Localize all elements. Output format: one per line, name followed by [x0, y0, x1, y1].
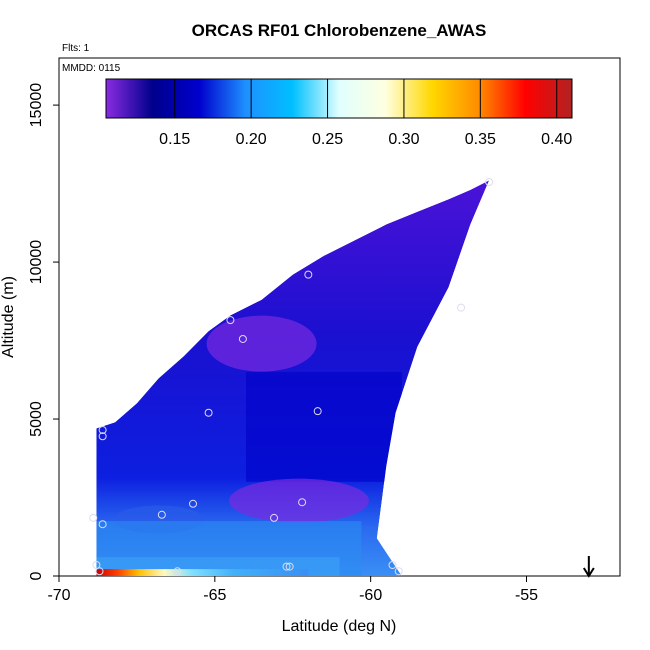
sample-point — [285, 562, 294, 571]
colorbar-ticks: 0.15 0.20 0.25 0.30 0.35 0.40 — [159, 79, 572, 148]
x-tick-label: -65 — [203, 587, 226, 604]
y-tick-label: 10000 — [28, 240, 45, 285]
y-tick-label: 5000 — [28, 401, 45, 437]
x-tick-label: -70 — [47, 587, 70, 604]
sample-points — [89, 178, 494, 576]
sample-point — [204, 408, 213, 417]
colorbar-tick-label: 0.40 — [541, 131, 572, 148]
sample-point — [457, 303, 466, 312]
sample-point — [89, 513, 98, 522]
sample-point — [394, 567, 403, 576]
x-tick-label: -60 — [359, 587, 382, 604]
y-tick-label: 0 — [28, 571, 45, 580]
field-band — [246, 371, 402, 482]
sample-point — [238, 334, 247, 343]
y-tick-label: 15000 — [28, 83, 45, 128]
colorbar-gradient — [105, 78, 573, 119]
arrow-head — [582, 567, 595, 578]
y-axis: 0 5000 10000 15000 — [28, 83, 59, 580]
sample-point — [92, 561, 101, 570]
x-axis: -70 -65 -60 -55 — [47, 576, 538, 604]
sample-point — [98, 520, 107, 529]
sample-point — [226, 316, 235, 325]
y-axis-label: Altitude (m) — [0, 276, 17, 358]
sample-point — [313, 407, 322, 416]
colorbar: 0.15 0.20 0.25 0.30 0.35 0.40 — [105, 78, 573, 148]
x-tick-label: -55 — [515, 587, 538, 604]
field-surface-hot-row — [96, 569, 309, 576]
field-feature-upper — [206, 315, 317, 372]
sample-point — [95, 567, 104, 576]
arrow-down-icon — [582, 556, 595, 578]
sample-point — [298, 498, 307, 507]
colorbar-tick-label: 0.25 — [312, 131, 343, 148]
sample-point — [304, 270, 313, 279]
sample-point — [98, 432, 107, 441]
sample-point — [173, 567, 182, 576]
concentration-field — [96, 180, 490, 576]
colorbar-tick-label: 0.35 — [465, 131, 496, 148]
field-layers — [96, 180, 490, 576]
sample-point — [189, 499, 198, 508]
sample-point — [270, 513, 279, 522]
mmdd-label: MMDD: 0115 — [62, 63, 121, 74]
flights-label: Flts: 1 — [62, 43, 90, 54]
sample-point — [388, 561, 397, 570]
colorbar-tick-label: 0.30 — [388, 131, 419, 148]
colorbar-tick-label: 0.20 — [236, 131, 267, 148]
sample-point — [485, 178, 494, 187]
colorbar-tick-label: 0.15 — [159, 131, 190, 148]
sample-point — [157, 510, 166, 519]
chart-title: ORCAS RF01 Chlorobenzene_AWAS — [192, 21, 487, 40]
sample-point — [98, 426, 107, 435]
sample-point — [282, 562, 291, 571]
x-axis-label: Latitude (deg N) — [282, 618, 397, 635]
